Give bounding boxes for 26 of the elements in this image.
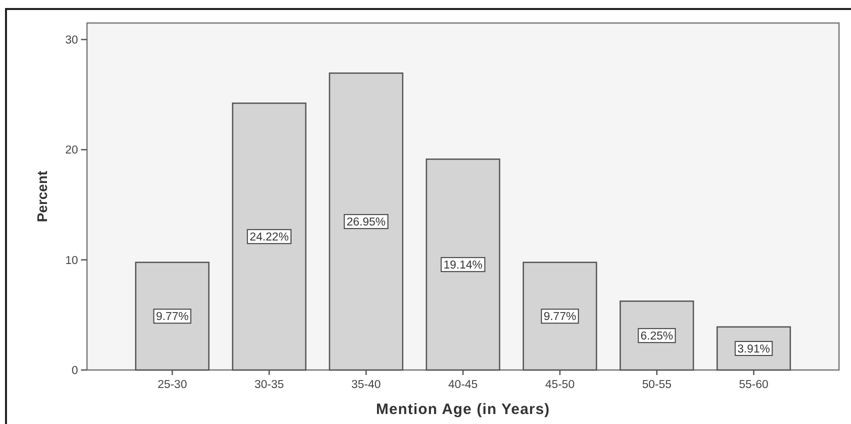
x-tick-label: 30-35 [254,379,284,391]
x-tick-label: 35-40 [351,379,381,391]
data-label: 19.14% [443,260,483,272]
bar [620,300,694,371]
data-label: 24.22% [250,232,289,244]
data-label: 26.95% [346,216,386,229]
x-tick-label: 55-60 [739,379,768,391]
y-axis-title: Percent [34,170,50,222]
data-label: 9.77% [544,311,576,324]
bar [426,158,500,371]
y-tick-label: 10 [65,254,78,267]
x-tick-label: 25-30 [158,379,187,391]
y-tick-label: 20 [65,144,78,157]
data-label: 3.91% [737,343,770,356]
bar [135,262,210,371]
x-tick-label: 40-45 [448,379,478,391]
data-label: 6.25% [640,330,674,343]
y-tick-label: 0 [72,365,78,377]
bar [328,72,404,371]
x-tick-label: 45-50 [545,379,575,391]
x-tick-label: 50-55 [642,379,672,391]
y-tick-label: 30 [65,34,78,47]
bar [522,262,598,371]
data-label: 9.77% [156,311,189,324]
x-axis-title: Mention Age (in Years) [376,401,550,418]
bar [232,102,306,371]
